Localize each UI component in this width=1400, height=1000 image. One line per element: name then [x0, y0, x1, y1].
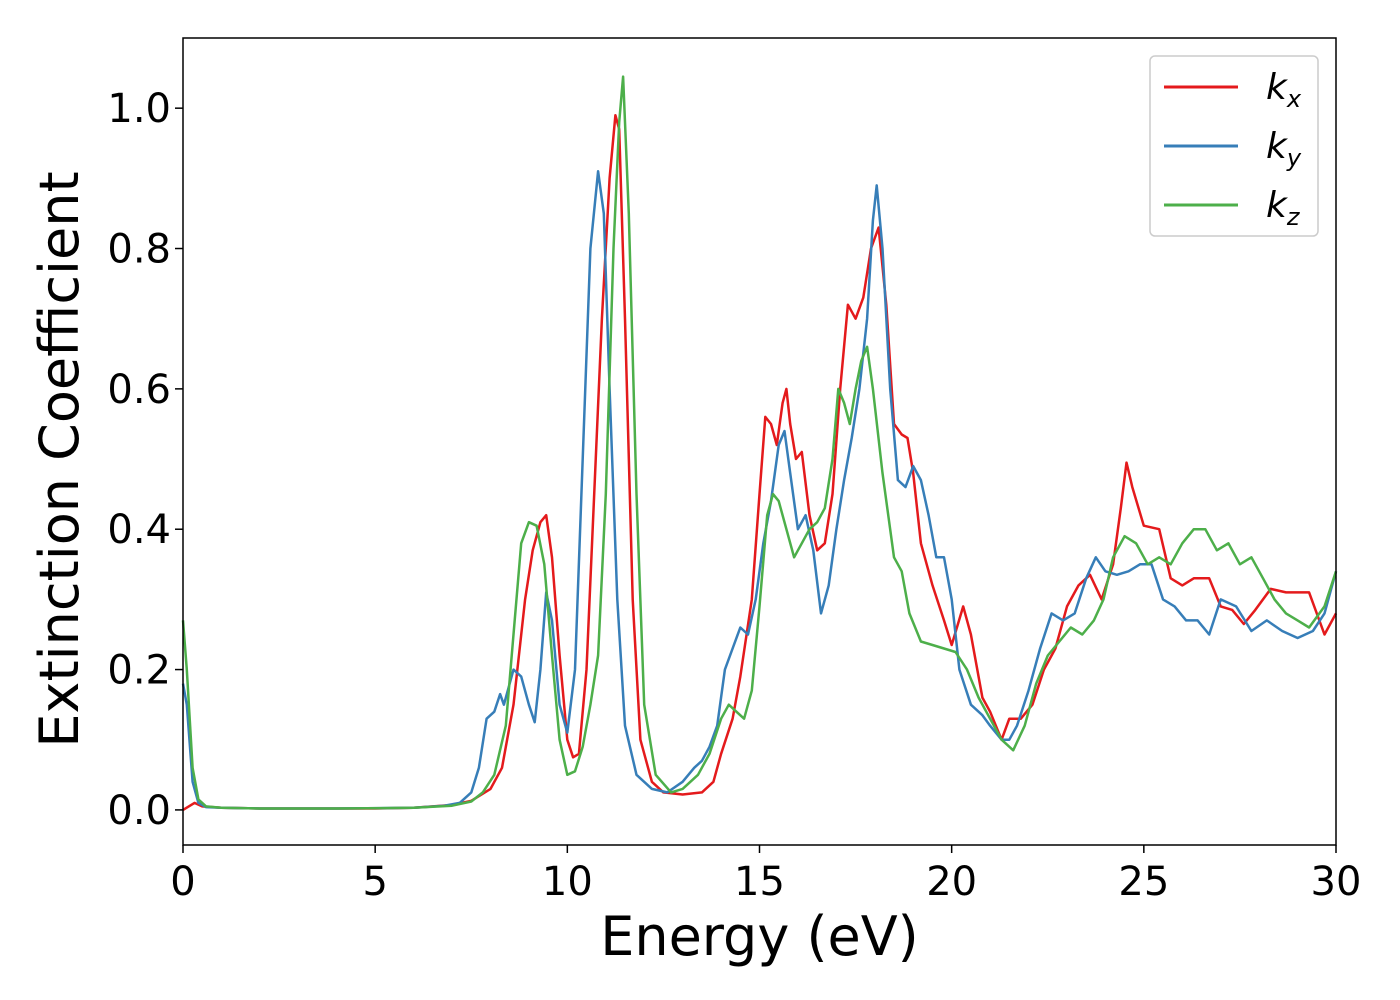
- y-tick-label: 0.6: [107, 367, 171, 413]
- y-axis-label: Extinction Coefficient: [28, 171, 91, 747]
- x-axis-label: Energy (eV): [600, 905, 919, 968]
- axis-ticks: 0 5 10 15 20 25 30 0.0 0.2 0.4 0.6 0.8 1.0: [107, 86, 1361, 905]
- legend: kx ky kz: [1149, 55, 1319, 237]
- x-tick-label: 5: [362, 859, 387, 905]
- series-line-k_z: [181, 75, 1338, 810]
- series-line-k_x: [182, 113, 1338, 811]
- y-tick-label: 0.2: [107, 648, 171, 694]
- legend-label-k_y: ky: [1266, 126, 1302, 172]
- y-tick-label: 0.4: [107, 507, 171, 553]
- plot-frame: [182, 37, 1337, 846]
- x-tick-label: 15: [734, 859, 785, 905]
- series-layer: [181, 75, 1338, 811]
- y-tick-label: 0.8: [107, 227, 171, 273]
- x-tick-label: 20: [926, 859, 977, 905]
- x-tick-label: 10: [542, 859, 593, 905]
- x-tick-label: 0: [170, 859, 195, 905]
- x-tick-label: 30: [1311, 859, 1362, 905]
- y-tick-label: 0.0: [107, 788, 171, 834]
- y-tick-label: 1.0: [107, 86, 171, 132]
- legend-label-k_z: kz: [1266, 185, 1301, 231]
- legend-label-k_x: kx: [1266, 67, 1302, 113]
- x-tick-label: 25: [1118, 859, 1169, 905]
